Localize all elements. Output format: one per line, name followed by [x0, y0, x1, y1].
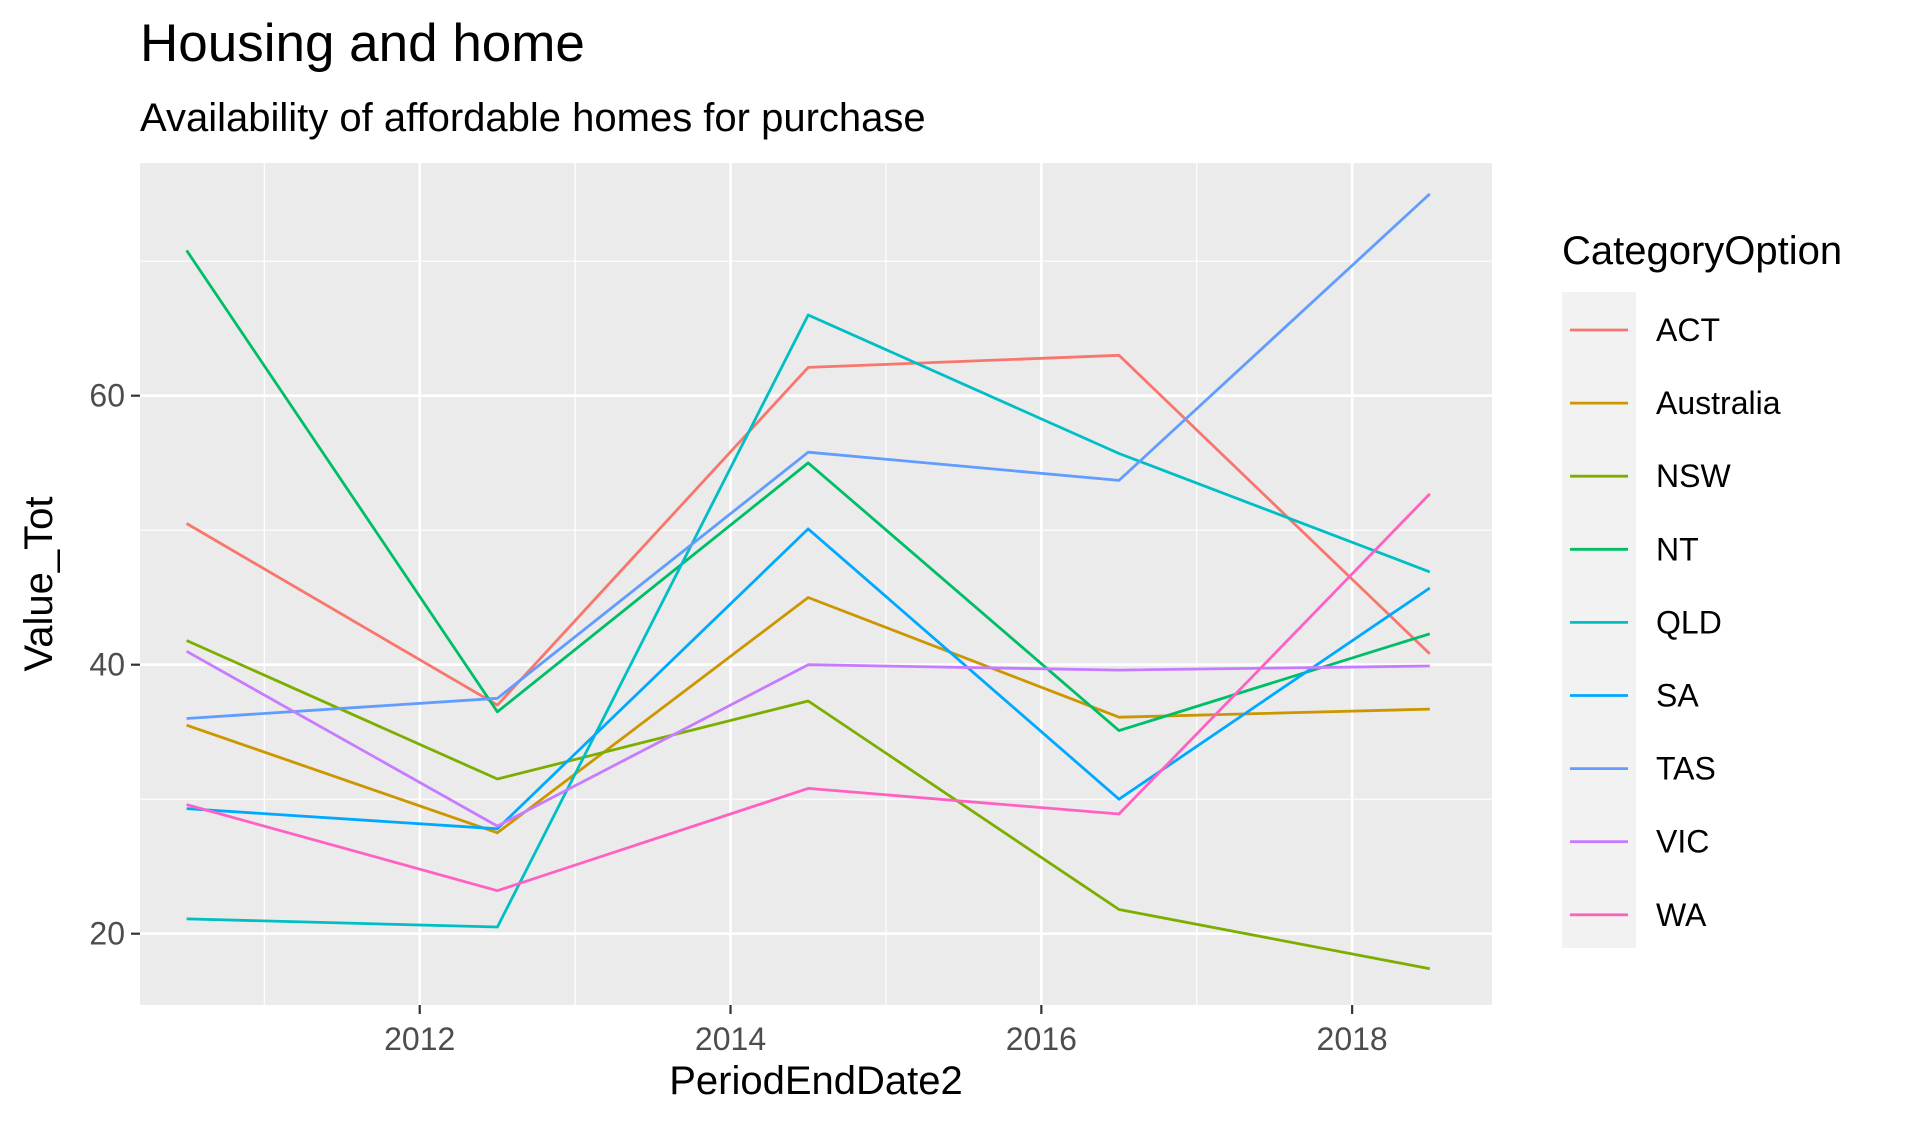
- series-line-tas: [186, 192, 1431, 720]
- legend-label: NSW: [1656, 458, 1731, 494]
- x-tick-label: 2018: [1317, 1021, 1388, 1057]
- series-line-act: [185, 353, 1431, 707]
- legend-item-nsw: NSW: [1570, 458, 1731, 494]
- legend-label: QLD: [1656, 604, 1722, 640]
- legend-item-nt: NT: [1570, 531, 1699, 567]
- y-tick-label: 60: [89, 378, 125, 414]
- legend-item-sa: SA: [1570, 678, 1699, 714]
- legend-label: Australia: [1656, 385, 1781, 421]
- legend-label: SA: [1656, 678, 1699, 714]
- series-line-nt: [185, 249, 1431, 732]
- series-line-australia: [186, 596, 1430, 835]
- chart-title: Housing and home: [140, 14, 585, 73]
- x-axis: 2012 2014 2016 2018: [384, 1005, 1388, 1057]
- legend-label: NT: [1656, 531, 1699, 567]
- legend-items: ACT Australia NSW NT QLD SA TAS VIC WA: [1570, 312, 1781, 933]
- legend-item-tas: TAS: [1570, 751, 1716, 787]
- legend-label: WA: [1656, 897, 1707, 933]
- y-tick-label: 20: [89, 916, 125, 952]
- minor-gridlines: [140, 163, 1492, 1005]
- legend-title: CategoryOption: [1562, 229, 1842, 273]
- legend-item-vic: VIC: [1570, 824, 1709, 860]
- legend-item-australia: Australia: [1570, 385, 1781, 421]
- y-axis: 20 40 60: [89, 378, 140, 952]
- legend-item-wa: WA: [1570, 897, 1707, 933]
- y-axis-title: Value_Tot: [17, 497, 61, 672]
- series-line-vic: [185, 650, 1430, 828]
- series-line-sa: [186, 527, 1431, 831]
- series-line-qld: [186, 313, 1431, 929]
- x-axis-title: PeriodEndDate2: [669, 1059, 963, 1103]
- chart-subtitle: Availability of affordable homes for pur…: [140, 96, 926, 140]
- legend-item-qld: QLD: [1570, 604, 1722, 640]
- x-tick-label: 2012: [384, 1021, 455, 1057]
- legend-item-act: ACT: [1570, 312, 1720, 348]
- series-line-nsw: [186, 639, 1431, 971]
- legend: CategoryOption ACT Australia NSW NT QLD SA TAS…: [1562, 229, 1842, 948]
- y-tick-label: 40: [89, 647, 125, 683]
- legend-key-background: [1562, 292, 1636, 948]
- legend-label: ACT: [1656, 312, 1720, 348]
- legend-label: TAS: [1656, 751, 1716, 787]
- series-line-wa: [186, 492, 1431, 893]
- legend-label: VIC: [1656, 824, 1709, 860]
- x-tick-label: 2016: [1006, 1021, 1077, 1057]
- plot-panel: [140, 163, 1492, 1005]
- series-lines: [185, 192, 1431, 971]
- x-tick-label: 2014: [695, 1021, 766, 1057]
